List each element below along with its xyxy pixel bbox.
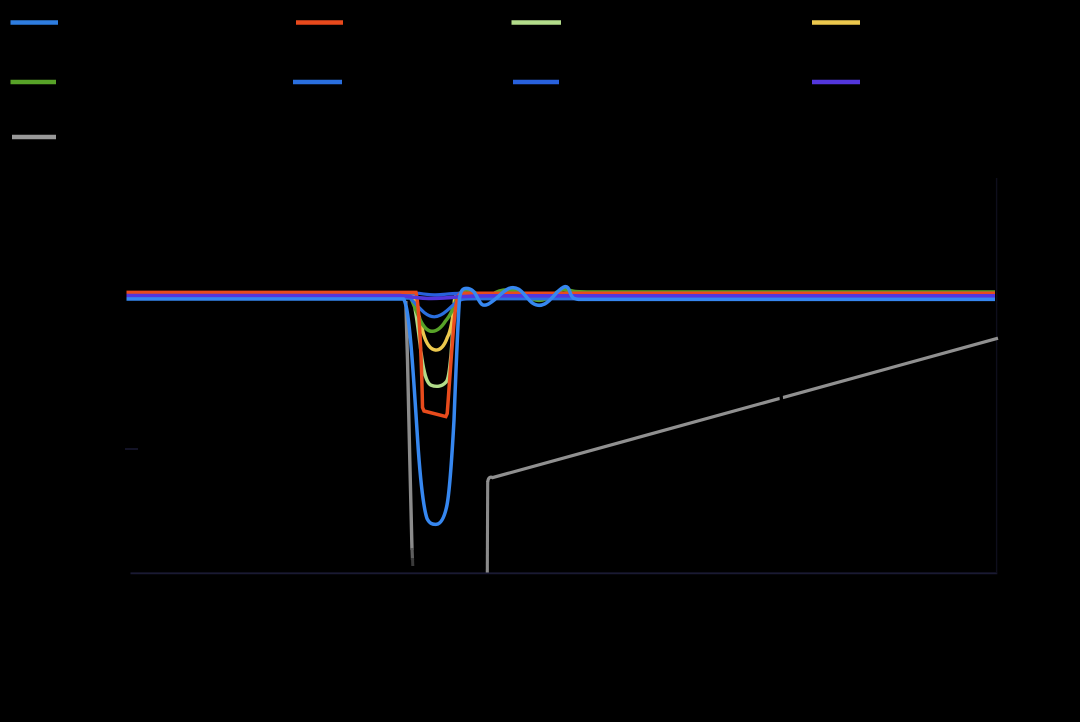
svg-text:Harker: Harker [572,67,653,97]
svg-text:15:54: 15:54 [355,579,413,605]
svg-text:Wymondley: Wymondley [70,8,211,38]
svg-text:Loss of generation and: Loss of generation and [175,190,429,218]
svg-text:restoration: restoration [700,218,818,246]
svg-text:Windyhill: Windyhill [872,67,980,97]
svg-text:Bradley: Bradley [70,67,162,97]
svg-text:response from system: response from system [185,218,431,246]
svg-text:to 50 Hz: to 50 Hz [700,246,793,274]
svg-text:Frequency: Frequency [700,190,819,218]
svg-text:aug 09: aug 09 [350,605,420,631]
svg-text:disconnection: disconnection [672,486,825,514]
svg-text:Thornton: Thornton [355,67,463,97]
svg-text:aug 09: aug 09 [860,605,930,631]
svg-text:aug 09: aug 09 [605,605,675,631]
svg-text:East Claydon: East Claydon [572,8,733,38]
svg-text:15:56: 15:56 [610,579,668,605]
svg-text:Pyle: Pyle [355,8,408,38]
svg-text:15:52: 15:52 [95,579,153,605]
svg-text:Frequency (Hz): Frequency (Hz) [39,262,65,420]
svg-text:aug 09: aug 09 [90,605,160,631]
svg-text:Fault ride-through response of: Fault ride-through response of embedded … [70,122,702,152]
svg-text:Staythorpe: Staythorpe [872,8,1003,38]
svg-text:inertia: inertia [215,246,283,274]
svg-text:Time: Time [530,669,580,695]
svg-text:15:58: 15:58 [865,579,923,605]
svg-text:Low frequency demand: Low frequency demand [660,458,920,486]
